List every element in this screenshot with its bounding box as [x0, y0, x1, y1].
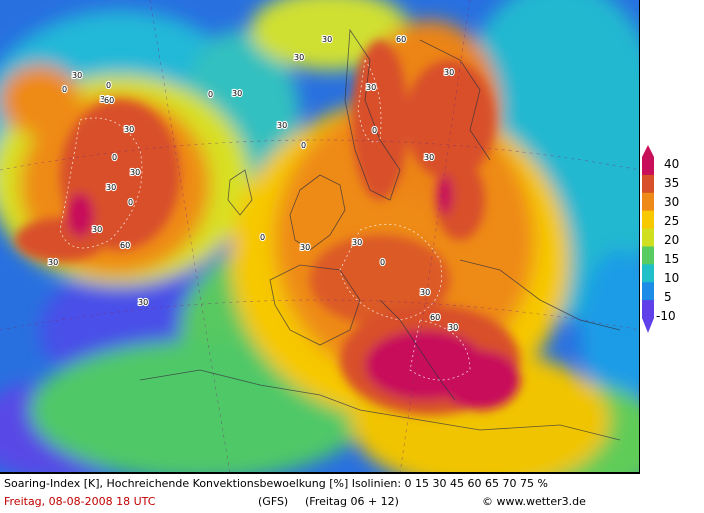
high-index-layer [15, 40, 520, 415]
contour-label: 30 [48, 258, 58, 267]
contour-label: 30 [294, 53, 304, 62]
legend-band [642, 300, 654, 319]
legend-label-30: 30 [664, 195, 680, 209]
graticule [0, 0, 639, 472]
contour-label: 0 [106, 81, 111, 90]
contour-label: 30 [448, 323, 458, 332]
contour-label: 30 [92, 225, 102, 234]
contour-label: 30 [366, 83, 376, 92]
legend-band [642, 210, 654, 230]
cloud-isolines [59, 58, 471, 381]
contour-label: 30 [106, 183, 116, 192]
contour-label: 60 [396, 35, 406, 44]
contour-label: 60 [120, 241, 130, 250]
legend-band [642, 157, 654, 176]
caption-description: Soaring-Index [K], Hochreichende Konvekt… [4, 477, 548, 490]
contour-label: 0 [128, 198, 133, 207]
contour-label: 30 [300, 243, 310, 252]
legend-label-25: 25 [664, 214, 680, 228]
contour-label: 30 [322, 35, 332, 44]
contour-label: 30 [124, 125, 134, 134]
legend-label-35: 35 [664, 176, 680, 190]
contour-label: 0 [208, 90, 213, 99]
legend-top-arrow [642, 145, 654, 157]
map-caption: Soaring-Index [K], Hochreichende Konvekt… [0, 473, 640, 513]
legend-label-5: 5 [664, 290, 672, 304]
color-legend: 40 35 30 25 20 15 10 5 -10 [640, 0, 704, 473]
contour-label: 60 [104, 96, 114, 105]
legend-label-40: 40 [664, 157, 680, 171]
legend-band [642, 282, 654, 301]
contour-label: 0 [62, 85, 67, 94]
legend-label-20: 20 [664, 233, 680, 247]
contour-label: 0 [380, 258, 385, 267]
contour-label: 0 [260, 233, 265, 242]
contour-label: 60 [430, 313, 440, 322]
contour-label: 30 [277, 121, 287, 130]
contour-label: 30 [138, 298, 148, 307]
contour-label: 0 [301, 141, 306, 150]
legend-band [642, 264, 654, 283]
contour-label: 30 [424, 153, 434, 162]
caption-copyright[interactable]: © www.wetter3.de [482, 495, 586, 508]
caption-date: Freitag, 08-08-2008 18 UTC [4, 495, 156, 508]
contour-label: 0 [372, 126, 377, 135]
contour-label: 30 [100, 95, 110, 104]
caption-run: (Freitag 06 + 12) [305, 495, 399, 508]
legend-label-15: 15 [664, 252, 680, 266]
contour-label: 30 [72, 71, 82, 80]
legend-label-10: 10 [664, 271, 680, 285]
contour-label: 30 [130, 168, 140, 177]
legend-label-minus10: -10 [656, 309, 676, 323]
legend-band [642, 228, 654, 247]
contour-label: 30 [444, 68, 454, 77]
caption-model: (GFS) [258, 495, 289, 508]
legend-band [642, 246, 654, 265]
legend-band [642, 174, 654, 194]
soaring-index-map: 0 30 0 30 60 30 0 30 30 0 30 60 30 30 0 30 30 0 30 30 60 30 0 3… [0, 0, 640, 473]
contour-label: 30 [420, 288, 430, 297]
legend-bands [642, 157, 654, 319]
legend-bottom-arrow [642, 318, 654, 333]
legend-band [642, 192, 654, 212]
contour-label: 30 [352, 238, 362, 247]
contour-label: 0 [112, 153, 117, 162]
legend-scale [642, 145, 654, 333]
contour-label: 30 [232, 89, 242, 98]
coastlines [139, 28, 621, 441]
